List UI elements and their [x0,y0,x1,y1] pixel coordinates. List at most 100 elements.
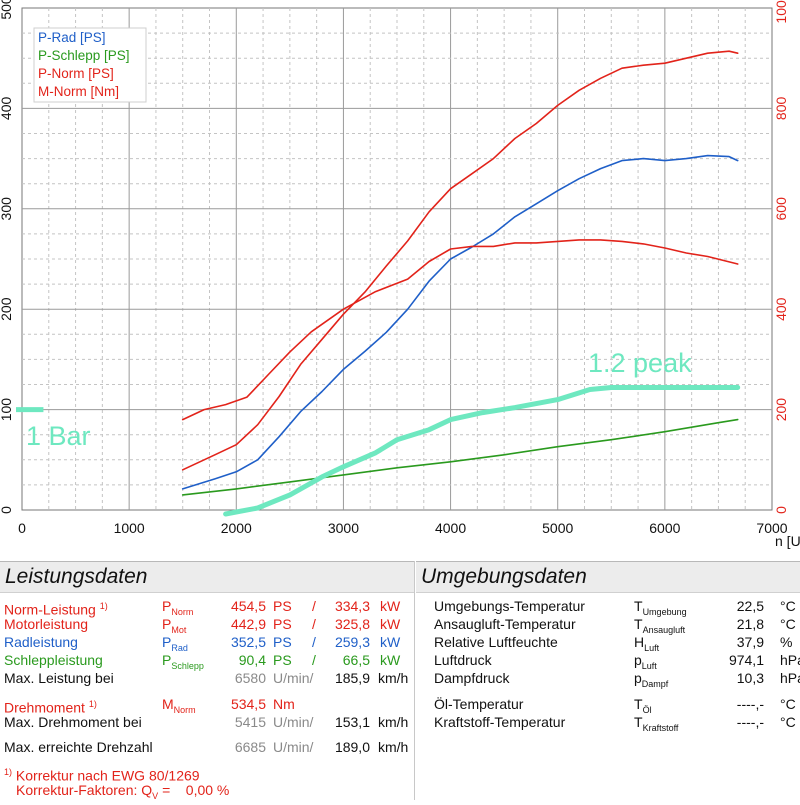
umgebung-value: ----,- [736,714,764,730]
umgebung-unit: °C [780,714,796,730]
legend-entry: P-Schlepp [PS] [38,48,130,63]
y-right-tick-label: 200 [773,398,789,422]
schlepp-ps-value: 90,4 [238,652,266,668]
korrektur-footnote: 1) [4,767,13,777]
x-tick-label: 0 [18,520,26,536]
rad-symbol: P [162,634,172,650]
schlepp-symbol-sub: Schlepp [171,660,204,671]
max-drehzahl-rpm: 6685 [234,739,266,755]
umgebung-value: 974,1 [728,652,764,668]
schlepp-kw-value: 66,5 [342,652,370,668]
max-drehmoment-kmh: 153,1 [334,714,370,730]
y-left-tick-label: 300 [0,197,14,221]
drehmoment-label: Drehmoment [4,699,85,716]
umgebung-unit: °C [780,696,796,712]
x-tick-label: 1000 [114,520,145,536]
schlepp-ps-unit: PS [273,652,292,668]
max-drehzahl-rpm-unit: U/min/ [273,739,314,755]
max-drehmoment-bei-label: Max. Drehmoment bei [4,714,142,730]
y-right-tick-label: 1000 [773,0,789,24]
umgebung-symbol: TAnsaugluft [634,616,686,635]
umgebung-symbol: TÖl [634,696,652,715]
korrektur-faktoren-value: = 0,00 % [162,782,230,798]
umgebung-symbol: TKraftstoff [634,714,679,733]
annotation-peak: 1.2 peak [588,348,692,378]
x-tick-label: 7000 [756,520,787,536]
y-right-tick-label: 0 [773,506,789,514]
korrektur-text: Korrektur nach EWG 80/1269 [15,767,200,784]
umgebung-symbol-sub: Luft [644,642,660,653]
umgebungsdaten-title: Umgebungsdaten [416,561,800,593]
schlepp-separator: / [312,652,316,668]
motor-ps-value: 442,9 [230,616,266,632]
umgebung-row: Ansaugluft-Temperatur TAnsaugluft 21,8 °C [434,615,796,635]
y-left-tick-label: 500 [0,0,14,20]
umgebung-label: Öl-Temperatur [434,696,524,712]
y-left-tick-label: 100 [0,398,14,422]
norm-leistung-label: Norm-Leistung [4,601,96,618]
umgebungsdaten-panel: Umgebungsdaten Umgebungs-Temperatur TUmge… [416,561,800,800]
norm-separator: / [312,598,316,614]
motor-ps-unit: PS [273,616,292,632]
schleppleistung-label: Schleppleistung [4,652,103,668]
x-tick-label: 5000 [542,520,573,536]
motor-kw-unit: kW [380,616,401,632]
norm-symbol-sub: Norm [171,606,194,617]
umgebung-label: Luftdruck [434,652,492,668]
umgebung-row: Luftdruck pLuft 974,1 hPa [434,651,800,671]
moment-symbol: M [162,696,174,712]
motor-symbol-sub: Mot [171,624,187,635]
umgebung-unit: % [780,634,793,650]
norm-ps-unit: PS [273,598,292,614]
umgebung-label: Umgebungs-Temperatur [434,598,585,614]
motorleistung-row: Motorleistung PMot 442,9 PS / 325,8 kW [4,615,409,635]
max-drehmoment-bei-row: Max. Drehmoment bei 5415 U/min/ 153,1 km… [4,713,409,731]
umgebung-symbol-sub: Luft [641,660,657,671]
umgebung-row: Relative Luftfeuchte HLuft 37,9% [434,633,794,653]
umgebung-value: 21,8 [736,616,764,632]
umgebung-symbol-sub: Ansaugluft [642,624,686,635]
legend-entry: M-Norm [Nm] [38,84,119,99]
x-tick-label: 6000 [649,520,680,536]
x-axis-label: n [U [775,533,800,549]
y-right-tick-label: 400 [773,297,789,321]
max-leistung-rpm: 6580 [234,670,266,686]
drehmoment-row: Drehmoment 1) MNorm 534,5 Nm [4,695,409,716]
legend: P-Rad [PS] P-Schlepp [PS] P-Norm [PS] M-Nor… [33,27,147,103]
umgebung-symbol: pLuft [634,652,657,671]
schlepp-symbol: P [162,652,172,668]
rad-ps-value: 352,5 [230,634,266,650]
rad-kw-unit: kW [380,634,401,650]
legend-entry: P-Norm [PS] [38,66,114,81]
umgebung-unit: °C [780,616,796,632]
max-drehzahl-kmh: 189,0 [334,739,370,755]
umgebung-unit: hPa [780,670,800,686]
norm-symbol: P [162,598,172,614]
umgebung-label: Kraftstoff-Temperatur [434,714,566,730]
moment-symbol-sub: Norm [173,704,196,715]
umgebung-row: Dampfdruck pDampf 10,3 hPa [434,669,800,689]
rad-separator: / [312,634,316,650]
rad-symbol-sub: Rad [171,642,188,653]
max-drehmoment-kmh-unit: km/h [378,714,409,730]
y-left-tick-label: 0 [0,506,14,514]
umgebung-value: ----,- [736,696,764,712]
korrektur-faktoren-label: Korrektur-Faktoren: Q [16,782,153,798]
norm-footnote: 1) [99,601,108,611]
series-line-p-schlepp-ps [181,418,739,496]
motorleistung-label: Motorleistung [4,616,89,632]
umgebung-label: Relative Luftfeuchte [434,634,558,650]
radleistung-row: Radleistung PRad 352,5 PS / 259,3 kW [4,633,409,653]
x-tick-label: 2000 [221,520,252,536]
dyno-chart: 0100020003000400050006000700001002003004… [0,0,800,549]
norm-ps-value: 454,5 [230,598,266,614]
max-leistung-kmh-unit: km/h [378,670,409,686]
motor-separator: / [312,616,316,632]
max-drehmoment-rpm-unit: U/min/ [273,714,314,730]
tick-labels: 0100020003000400050006000700001002003004… [0,0,789,536]
umgebung-symbol-sub: Dampf [641,678,669,689]
annotation-1-bar: 1 Bar [26,421,91,451]
umgebung-row: Umgebungs-Temperatur TUmgebung 22,5 °C [434,597,796,617]
max-drehzahl-row: Max. erreichte Drehzahl 6685 U/min/ 189,… [4,738,409,756]
max-drehzahl-label: Max. erreichte Drehzahl [4,739,153,755]
